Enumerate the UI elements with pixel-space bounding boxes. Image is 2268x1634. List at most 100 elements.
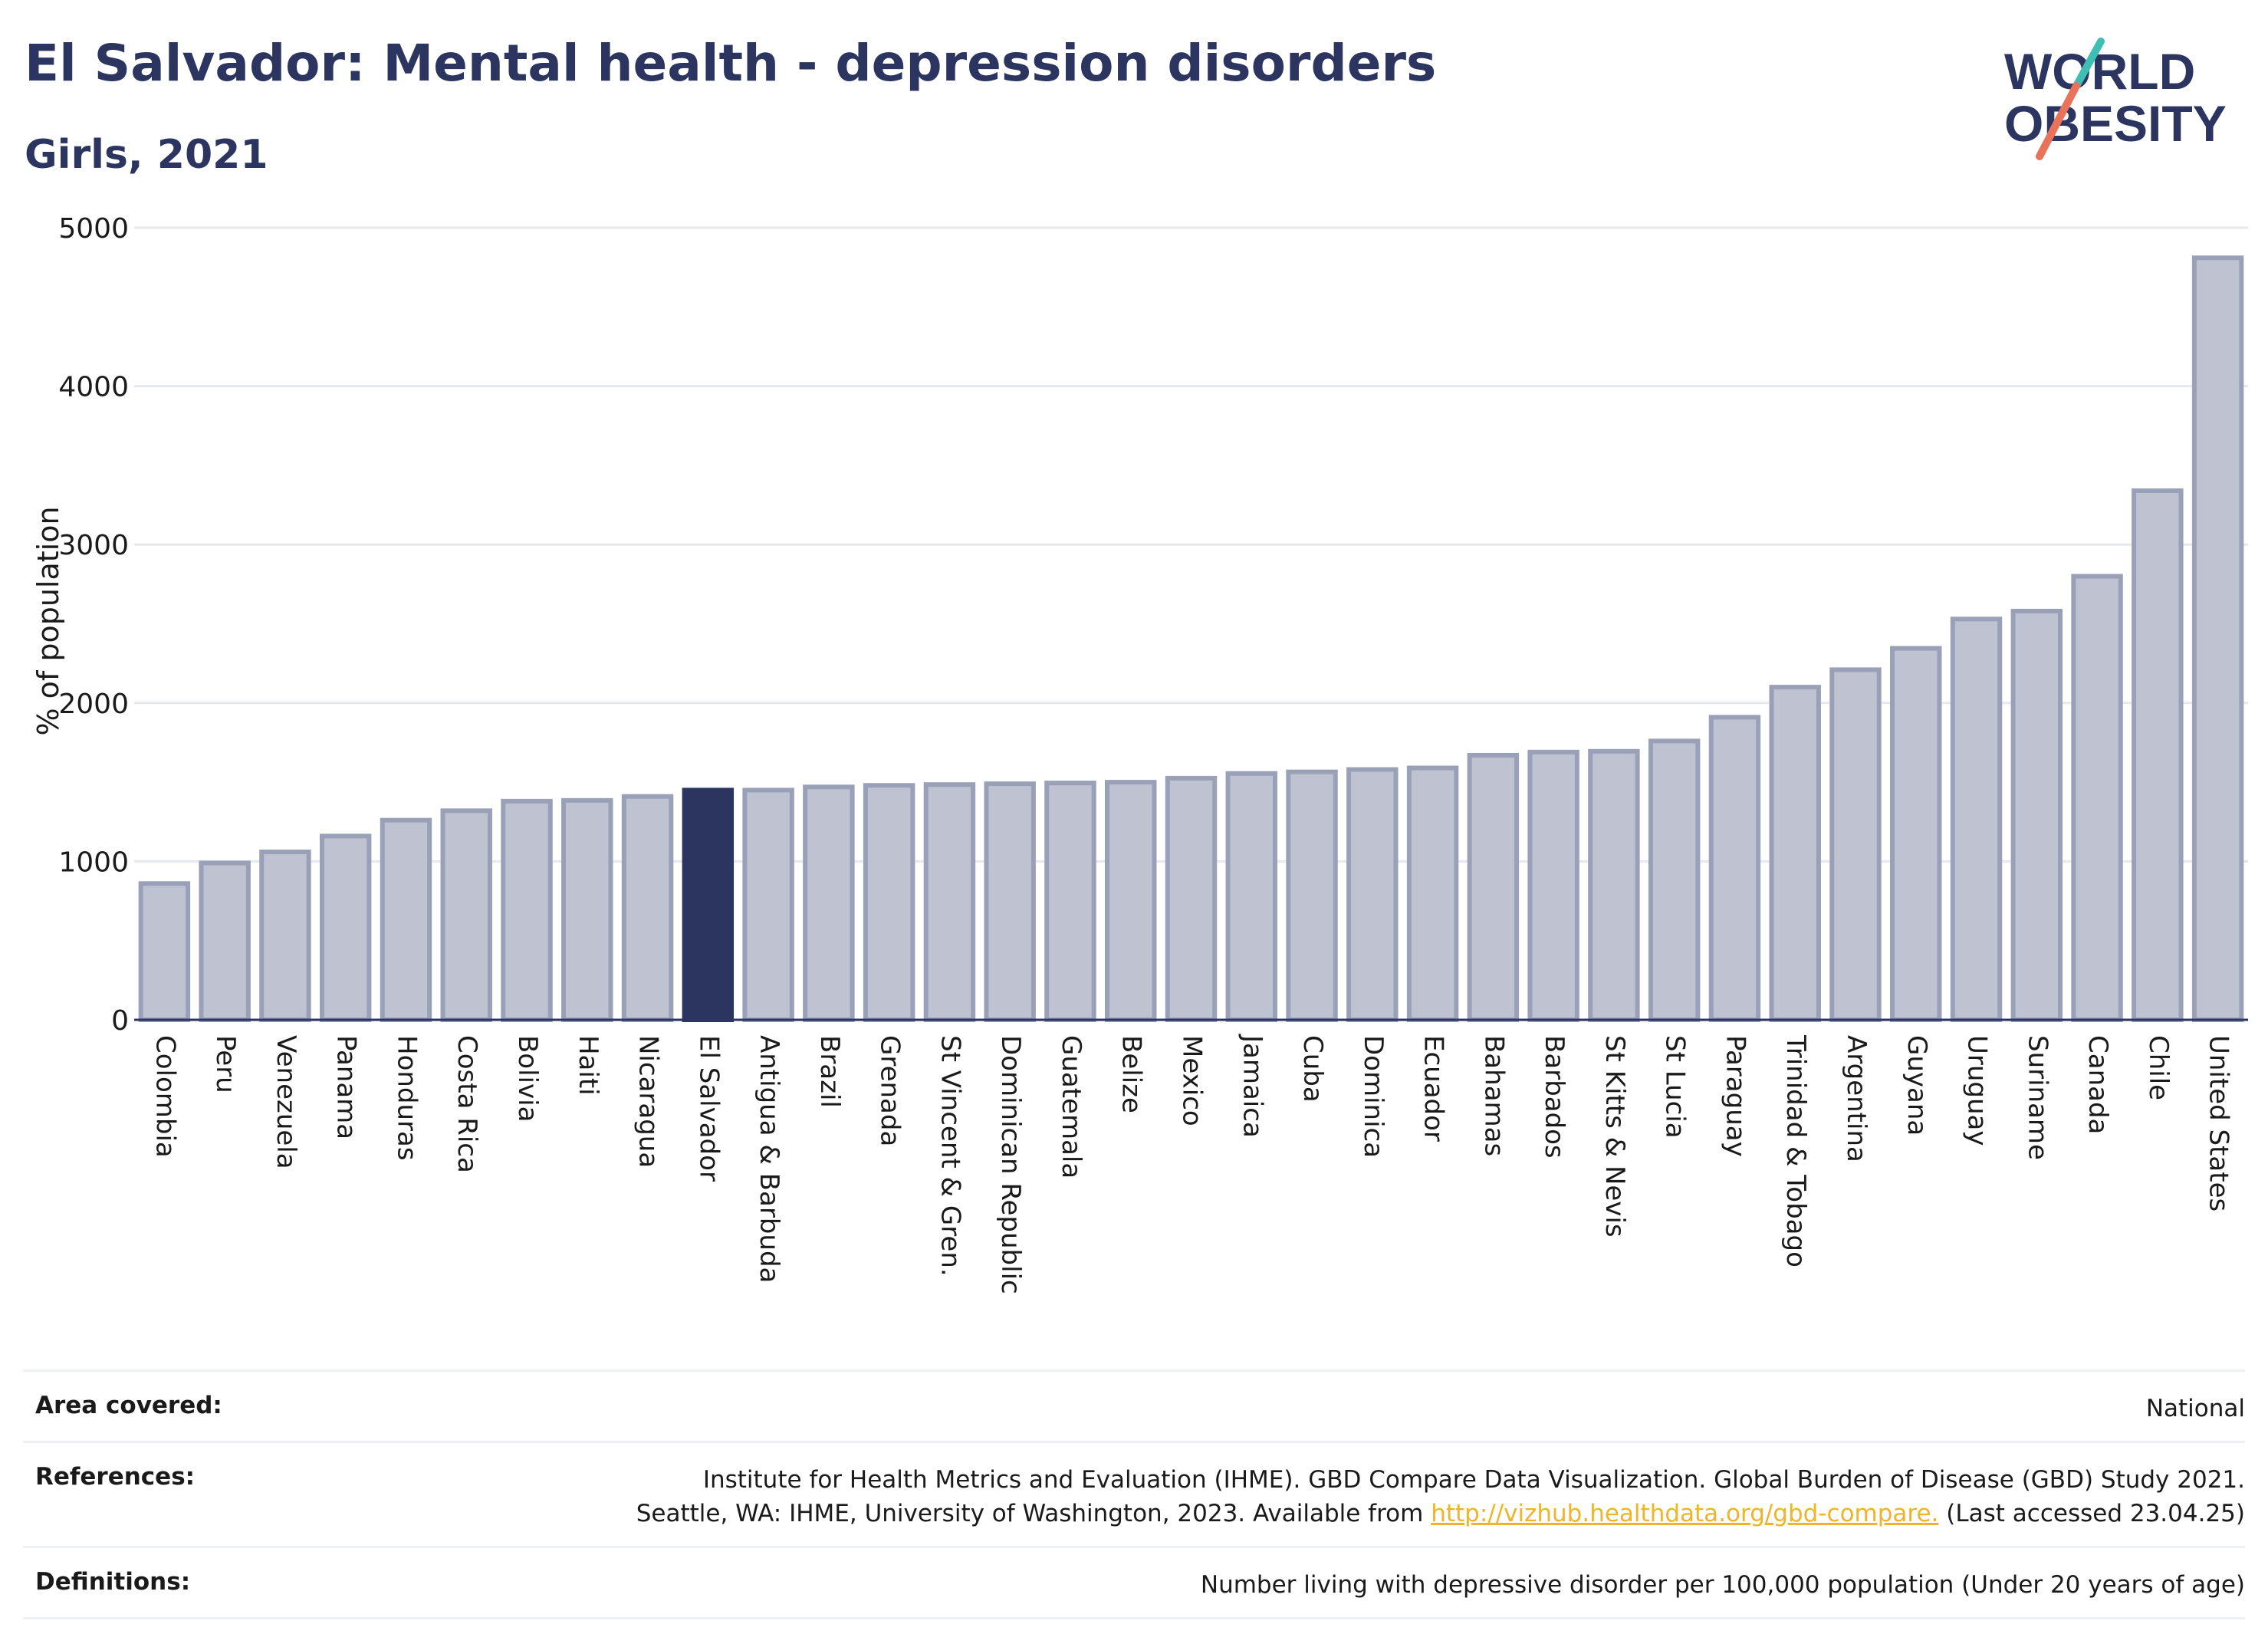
- bar-dominican-republic: [984, 781, 1036, 1023]
- bar-ecuador: [1406, 765, 1459, 1022]
- y-axis-ticks: 0 1000 2000 3000 4000 5000: [58, 213, 129, 1037]
- bar-chart: 0 1000 2000 3000 4000 5000 Colombia Peru Venezu…: [31, 213, 2248, 1294]
- definitions-label: Definitions:: [35, 1568, 191, 1596]
- references-line2-post: (Last accessed 23.04.25): [1938, 1500, 2245, 1527]
- references-link[interactable]: http://vizhub.healthdata.org/gbd-compare…: [1431, 1500, 1939, 1527]
- x-tick-label: Nicaragua: [633, 1035, 664, 1168]
- bar-chile: [2132, 488, 2184, 1022]
- x-tick-label: Colombia: [150, 1035, 180, 1158]
- y-tick-label: 0: [111, 1005, 129, 1037]
- area-covered-value: National: [2145, 1395, 2245, 1422]
- x-tick-label: St Vincent & Gren.: [935, 1035, 965, 1277]
- x-tick-label: St Lucia: [1660, 1035, 1691, 1139]
- x-tick-label: Belize: [1116, 1035, 1147, 1113]
- y-tick-label: 1000: [58, 847, 129, 878]
- chart-title: El Salvador: Mental health - depression …: [25, 34, 1437, 93]
- x-tick-label: Paraguay: [1720, 1035, 1750, 1157]
- bar-jamaica: [1225, 771, 1277, 1022]
- x-tick-label: Dominican Republic: [995, 1035, 1026, 1294]
- x-tick-label: Ecuador: [1418, 1035, 1449, 1142]
- x-tick-label: Honduras: [391, 1035, 422, 1161]
- footer-references-row: References: Institute for Health Metrics…: [23, 1441, 2245, 1546]
- footer-area-row: Area covered: National: [23, 1369, 2245, 1441]
- bar-united-states: [2191, 255, 2244, 1022]
- footer-definitions-row: Definitions: Number living with depressi…: [23, 1546, 2245, 1619]
- bar-barbados: [1527, 749, 1579, 1022]
- x-tick-label: Bahamas: [1478, 1035, 1509, 1156]
- bars: [138, 255, 2244, 1023]
- references-value: Institute for Health Metrics and Evaluat…: [636, 1463, 2245, 1530]
- logo-word-world: WORLD: [2004, 43, 2195, 100]
- bar-bahamas: [1467, 752, 1520, 1023]
- bar-cuba: [1286, 769, 1338, 1023]
- y-tick-label: 3000: [58, 530, 129, 561]
- x-tick-label: Guatemala: [1056, 1035, 1086, 1179]
- bar-nicaragua: [621, 794, 674, 1022]
- x-tick-label: Brazil: [814, 1035, 845, 1108]
- x-tick-label: Haiti: [573, 1035, 603, 1096]
- x-tick-label: Mexico: [1177, 1035, 1208, 1126]
- bar-belize: [1105, 780, 1157, 1022]
- x-tick-label: Chile: [2143, 1035, 2174, 1100]
- bar-bolivia: [501, 798, 553, 1022]
- logo-slash-teal: [2072, 38, 2105, 90]
- x-tick-label: Guyana: [1902, 1035, 1932, 1136]
- x-tick-label: Peru: [210, 1035, 241, 1093]
- references-line2-pre: Seattle, WA: IHME, University of Washing…: [636, 1500, 1431, 1527]
- y-tick-label: 2000: [58, 689, 129, 720]
- x-tick-label: United States: [2204, 1035, 2234, 1212]
- x-tick-label: El Salvador: [693, 1035, 724, 1182]
- x-tick-label: Argentina: [1841, 1035, 1872, 1162]
- bar-grenada: [863, 783, 915, 1023]
- bar-panama: [319, 833, 372, 1022]
- bar-haiti: [561, 797, 613, 1022]
- bar-colombia: [138, 881, 191, 1022]
- x-tick-label: Uruguay: [1962, 1035, 1993, 1146]
- bar-brazil: [803, 784, 855, 1022]
- x-tick-label: Antigua & Barbuda: [754, 1035, 784, 1283]
- bar-suriname: [2010, 608, 2063, 1022]
- bar-mexico: [1165, 775, 1218, 1022]
- x-tick-label: Venezuela: [271, 1035, 301, 1169]
- bar-costa-rica: [440, 808, 492, 1022]
- x-axis-labels: Colombia Peru Venezuela Panama Honduras Costa…: [150, 1034, 2233, 1294]
- logo-slash-coral: [2036, 82, 2080, 160]
- bar-el-salvador: [682, 787, 735, 1023]
- x-tick-label: St Kitts & Nevis: [1599, 1035, 1630, 1238]
- logo-word-obesity: OBESITY: [2004, 95, 2227, 152]
- bar-peru: [199, 860, 251, 1022]
- bar-paraguay: [1708, 715, 1761, 1022]
- x-tick-label: Costa Rica: [452, 1035, 482, 1173]
- bar-st-lucia: [1648, 738, 1701, 1022]
- y-axis-label: % of population: [31, 506, 65, 735]
- y-tick-label: 4000: [58, 372, 129, 403]
- y-tick-label: 5000: [58, 213, 129, 245]
- bar-st-kitts-nevis: [1588, 748, 1640, 1022]
- bar-dominica: [1346, 767, 1399, 1023]
- bar-honduras: [380, 817, 432, 1022]
- bar-uruguay: [1950, 616, 2003, 1022]
- definitions-value: Number living with depressive disorder p…: [1200, 1571, 2245, 1599]
- x-tick-label: Jamaica: [1237, 1034, 1267, 1138]
- chart-subtitle: Girls, 2021: [25, 132, 268, 178]
- area-covered-label: Area covered:: [35, 1392, 222, 1419]
- bar-argentina: [1829, 667, 1882, 1022]
- bar-antigua-barbuda: [742, 787, 794, 1023]
- world-obesity-logo: WORLD OBESITY: [2004, 38, 2227, 160]
- chart-footer: Area covered: National References: Insti…: [23, 1369, 2245, 1619]
- bar-guyana: [1890, 646, 1942, 1022]
- x-tick-label: Trinidad & Tobago: [1780, 1034, 1811, 1267]
- x-tick-label: Barbados: [1539, 1035, 1570, 1159]
- bar-venezuela: [259, 850, 311, 1023]
- references-line1: Institute for Health Metrics and Evaluat…: [702, 1466, 2245, 1494]
- bar-trinidad-tobago: [1769, 685, 1821, 1022]
- x-tick-label: Bolivia: [512, 1035, 543, 1122]
- references-label: References:: [35, 1463, 196, 1491]
- x-tick-label: Panama: [331, 1035, 362, 1139]
- x-tick-label: Suriname: [2022, 1035, 2053, 1160]
- x-tick-label: Dominica: [1358, 1035, 1389, 1158]
- x-tick-label: Cuba: [1297, 1035, 1328, 1103]
- bar-canada: [2071, 574, 2123, 1022]
- bar-st-vincent-gren-: [923, 782, 976, 1022]
- x-tick-label: Canada: [2082, 1035, 2113, 1134]
